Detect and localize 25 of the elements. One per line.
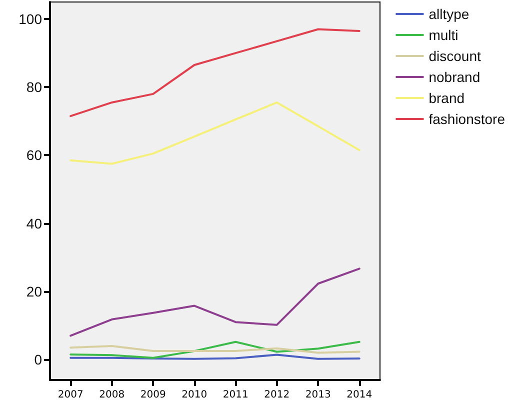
x-tick-label: 2014 [346, 390, 372, 400]
y-tick-label: 40 [26, 215, 42, 232]
y-tick-label: 0 [34, 352, 42, 368]
legend-label: nobrand [428, 69, 480, 85]
x-tick-label: 2011 [222, 390, 248, 400]
legend-label: alltype [428, 6, 470, 22]
legend-label: discount [428, 48, 481, 64]
line-series [70, 101, 360, 165]
y-tick-label: 80 [26, 79, 42, 96]
line-series [70, 344, 360, 354]
x-tick-label: 2013 [305, 390, 331, 400]
legend-label: brand [428, 90, 465, 106]
x-tick-label: 2008 [99, 390, 125, 400]
x-tick-label: 2007 [58, 390, 84, 400]
x-tick-label: 2012 [264, 390, 290, 400]
x-tick-label: 2009 [140, 390, 166, 400]
line-series [70, 28, 360, 118]
y-tick-label: 20 [26, 283, 42, 300]
legend-label: multi [428, 27, 458, 43]
x-tick-label: 2010 [182, 390, 208, 400]
y-tick-label: 60 [26, 147, 42, 164]
legend-label: fashionstore [428, 111, 506, 127]
y-tick-label: 100 [18, 11, 42, 28]
line-series [70, 268, 360, 337]
line-series [70, 340, 360, 359]
